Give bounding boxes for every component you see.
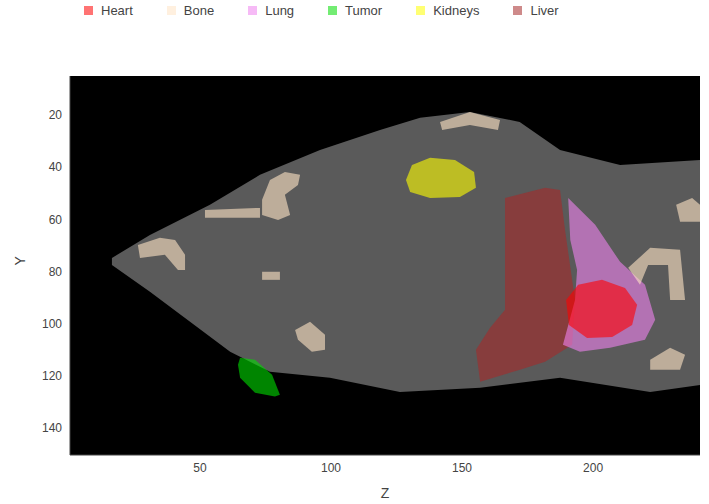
svg-text:120: 120 — [42, 369, 62, 383]
svg-text:140: 140 — [42, 421, 62, 435]
svg-text:200: 200 — [583, 461, 603, 475]
html-text:Bone: Bone — [183, 3, 215, 18]
svg-text:100: 100 — [321, 461, 341, 475]
html-text:Kidneys: Kidneys — [433, 3, 480, 18]
svg-text:Y: Y — [12, 256, 28, 266]
svg-text:50: 50 — [193, 461, 207, 475]
html-text:Liver: Liver — [530, 3, 559, 18]
svg-text:150: 150 — [452, 461, 472, 475]
svg-text:Z: Z — [381, 485, 390, 501]
html-text:Tumor: Tumor — [345, 3, 383, 18]
svg-text:40: 40 — [49, 160, 63, 174]
svg-text:60: 60 — [49, 213, 63, 227]
svg-text:80: 80 — [49, 265, 63, 279]
svg-text:20: 20 — [49, 108, 63, 122]
svg-text:100: 100 — [42, 317, 62, 331]
html-text:Lung: Lung — [265, 3, 295, 18]
html-text:Heart: Heart — [101, 3, 133, 18]
